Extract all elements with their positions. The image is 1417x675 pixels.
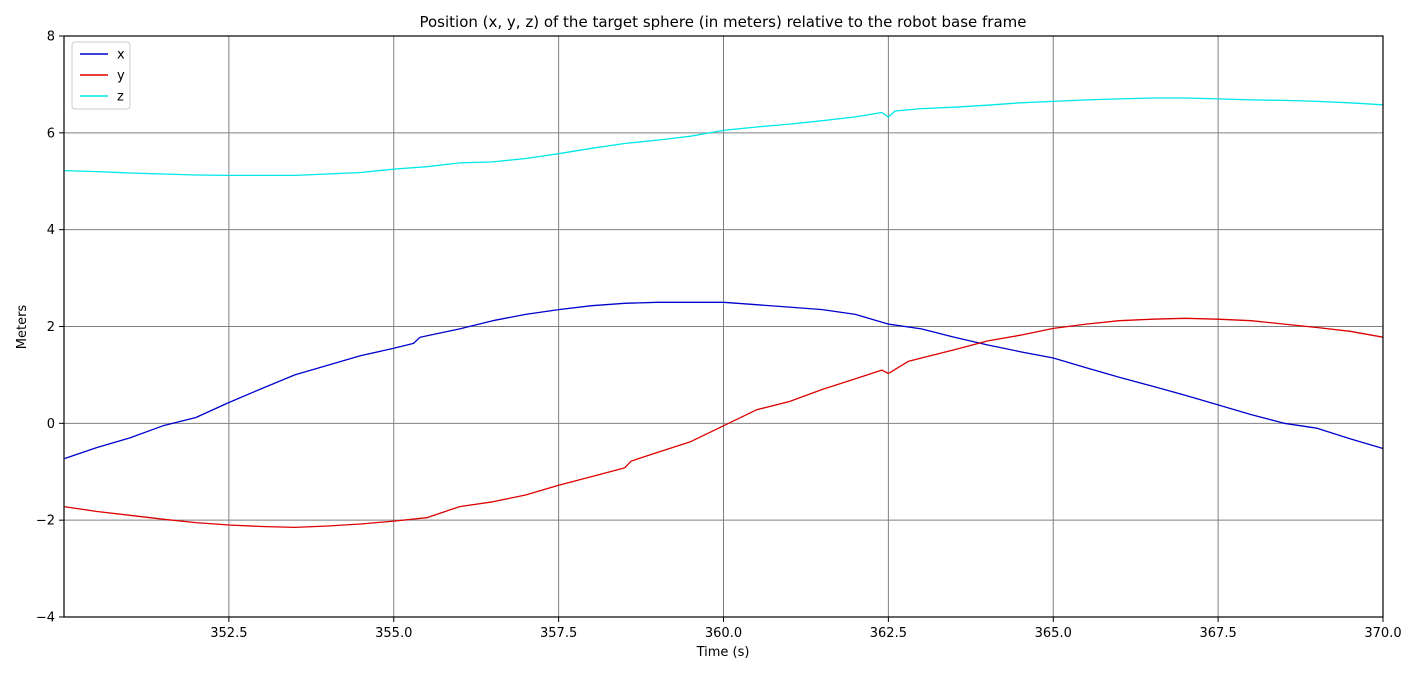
y-tick-labels: −4 −2 0 2 4 6 8 xyxy=(36,30,55,626)
y-tick-label: 4 xyxy=(47,223,55,238)
legend-label-z: z xyxy=(117,90,124,105)
series-line-z xyxy=(63,97,1384,177)
x-tick-label: 355.0 xyxy=(375,626,412,641)
chart-title: Position (x, y, z) of the target sphere … xyxy=(419,13,1026,31)
tick-marks xyxy=(59,35,1384,622)
x-tick-label: 365.0 xyxy=(1035,626,1072,641)
y-tick-label: −4 xyxy=(36,611,55,626)
series-line-y xyxy=(63,317,1384,529)
y-tick-label: 6 xyxy=(47,126,55,141)
series-layer xyxy=(63,97,1384,529)
x-tick-label: 352.5 xyxy=(210,626,247,641)
series-line-x xyxy=(63,301,1384,460)
x-tick-labels: 352.5 355.0 357.5 360.0 362.5 365.0 367.5 370.0 xyxy=(210,626,1401,641)
y-tick-label: 2 xyxy=(47,320,55,335)
y-tick-label: 0 xyxy=(47,417,55,432)
x-tick-label: 370.0 xyxy=(1364,626,1401,641)
x-tick-label: 362.5 xyxy=(870,626,907,641)
legend-label-y: y xyxy=(117,69,125,84)
y-tick-label: 8 xyxy=(47,30,55,45)
x-tick-label: 367.5 xyxy=(1200,626,1237,641)
legend-label-x: x xyxy=(117,48,125,63)
y-tick-label: −2 xyxy=(36,514,55,529)
grid xyxy=(64,36,1384,617)
x-tick-label: 360.0 xyxy=(705,626,742,641)
legend: xyz xyxy=(71,41,131,110)
x-axis-label: Time (s) xyxy=(696,645,750,660)
y-axis-label: Meters xyxy=(15,305,30,350)
x-tick-label: 357.5 xyxy=(540,626,577,641)
